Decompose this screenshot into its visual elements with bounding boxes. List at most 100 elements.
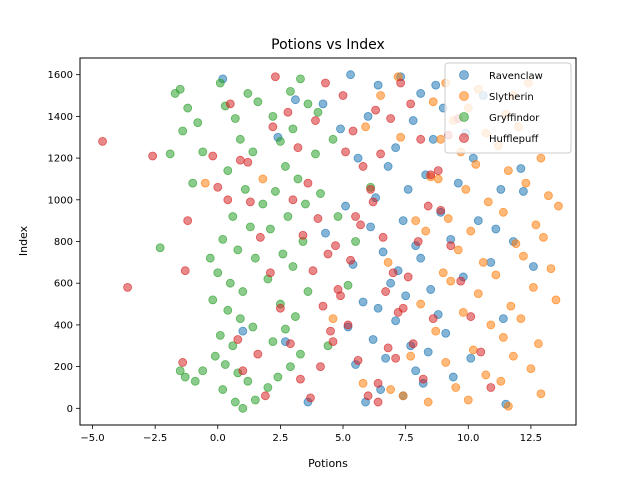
- data-point: [408, 116, 418, 125]
- data-point: [473, 289, 483, 299]
- data-point: [453, 245, 463, 255]
- data-point: [313, 107, 323, 117]
- data-point: [478, 257, 488, 267]
- data-point: [190, 376, 200, 386]
- data-point: [303, 99, 313, 109]
- data-point: [228, 212, 238, 221]
- data-point: [386, 114, 396, 123]
- data-point: [446, 276, 456, 286]
- data-point: [213, 182, 223, 192]
- data-point: [448, 372, 458, 382]
- data-point: [544, 191, 553, 201]
- data-point: [253, 97, 263, 107]
- data-point: [333, 212, 343, 221]
- data-point: [378, 232, 388, 242]
- data-point: [291, 312, 300, 321]
- data-point: [498, 333, 508, 342]
- data-point: [518, 251, 528, 261]
- data-point: [238, 366, 248, 376]
- data-point: [386, 278, 396, 288]
- legend-label: Ravenclaw: [489, 71, 543, 82]
- data-point: [368, 335, 378, 344]
- data-point: [323, 249, 333, 259]
- data-point: [215, 330, 225, 340]
- data-point: [378, 247, 388, 257]
- data-point: [238, 403, 248, 413]
- data-point: [391, 353, 401, 363]
- y-tick-label: 800: [54, 237, 73, 248]
- x-axis: −5.0 −2.5 0.0 2.5 5.0 7.5 10.0 12.5: [80, 425, 542, 444]
- data-point: [248, 147, 258, 157]
- data-point: [293, 174, 303, 184]
- data-point: [215, 78, 225, 88]
- legend-frame: [444, 62, 572, 154]
- data-point: [403, 272, 413, 282]
- data-point: [313, 214, 323, 223]
- data-point: [331, 241, 340, 251]
- data-point: [486, 383, 496, 392]
- data-point: [416, 299, 426, 309]
- data-point: [178, 358, 188, 367]
- data-point: [353, 153, 363, 163]
- data-point: [503, 401, 513, 411]
- data-point: [551, 295, 561, 305]
- x-tick-label: 2.5: [272, 433, 288, 444]
- data-point: [446, 241, 456, 251]
- data-point: [225, 99, 235, 109]
- data-point: [358, 378, 368, 388]
- data-point: [473, 216, 483, 226]
- data-point: [180, 266, 190, 276]
- data-point: [386, 385, 396, 394]
- data-point: [433, 174, 443, 184]
- y-tick-label: 1200: [48, 154, 73, 165]
- data-point: [403, 184, 413, 194]
- data-point: [496, 184, 506, 194]
- y-tick-label: 0: [67, 404, 73, 415]
- data-point: [235, 134, 245, 144]
- data-point: [511, 239, 521, 248]
- data-point: [223, 195, 233, 205]
- data-point: [438, 268, 448, 278]
- y-tick-label: 200: [54, 362, 73, 373]
- data-point: [291, 95, 300, 105]
- data-point: [281, 162, 290, 171]
- data-point: [341, 201, 350, 211]
- data-point: [443, 214, 453, 223]
- data-point: [296, 349, 305, 359]
- data-point: [441, 358, 451, 367]
- data-point: [175, 84, 185, 94]
- data-point: [428, 314, 438, 324]
- x-axis-label: Potions: [308, 457, 348, 470]
- data-point: [496, 376, 506, 386]
- data-point: [491, 224, 501, 234]
- data-point: [275, 303, 285, 313]
- data-point: [123, 282, 132, 292]
- data-point: [245, 197, 255, 207]
- data-point: [213, 268, 223, 278]
- data-point: [539, 232, 548, 242]
- data-point: [466, 353, 476, 363]
- data-point: [536, 389, 546, 399]
- y-axis: 0 200 400 600 800 1000 1200 1400 1600: [48, 70, 80, 415]
- data-point: [268, 337, 278, 346]
- data-point: [183, 103, 193, 113]
- data-point: [554, 201, 563, 211]
- data-point: [258, 174, 268, 184]
- data-point: [483, 197, 493, 207]
- data-point: [373, 303, 383, 313]
- data-point: [346, 255, 355, 265]
- legend-marker: [459, 133, 469, 143]
- data-point: [198, 366, 208, 376]
- data-point: [498, 207, 508, 217]
- data-point: [471, 159, 481, 169]
- data-point: [383, 257, 393, 267]
- data-point: [270, 187, 280, 196]
- data-point: [238, 287, 248, 296]
- data-point: [265, 268, 275, 278]
- legend-label: Slytherin: [489, 92, 534, 103]
- y-tick-label: 1000: [48, 195, 73, 206]
- data-point: [466, 226, 476, 236]
- data-point: [348, 126, 358, 136]
- data-point: [210, 351, 220, 361]
- data-point: [371, 105, 381, 115]
